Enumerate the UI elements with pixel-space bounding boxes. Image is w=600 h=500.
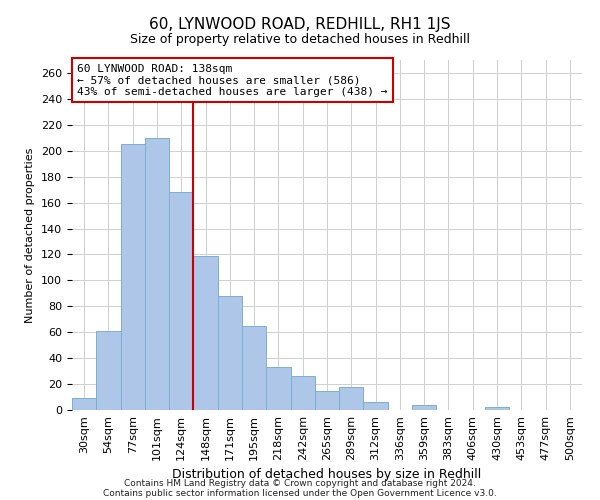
Text: 60, LYNWOOD ROAD, REDHILL, RH1 1JS: 60, LYNWOOD ROAD, REDHILL, RH1 1JS <box>149 18 451 32</box>
Text: Contains HM Land Registry data © Crown copyright and database right 2024.: Contains HM Land Registry data © Crown c… <box>124 478 476 488</box>
Y-axis label: Number of detached properties: Number of detached properties <box>25 148 35 322</box>
Bar <box>145 138 169 410</box>
Bar <box>290 376 315 410</box>
Bar <box>72 398 96 410</box>
Text: Size of property relative to detached houses in Redhill: Size of property relative to detached ho… <box>130 32 470 46</box>
Bar <box>96 331 121 410</box>
X-axis label: Distribution of detached houses by size in Redhill: Distribution of detached houses by size … <box>172 468 482 481</box>
Bar <box>169 192 193 410</box>
Bar <box>364 402 388 410</box>
Bar <box>242 326 266 410</box>
Text: Contains public sector information licensed under the Open Government Licence v3: Contains public sector information licen… <box>103 488 497 498</box>
Bar <box>339 386 364 410</box>
Bar <box>266 367 290 410</box>
Bar <box>412 405 436 410</box>
Bar <box>218 296 242 410</box>
Bar <box>121 144 145 410</box>
Text: 60 LYNWOOD ROAD: 138sqm
← 57% of detached houses are smaller (586)
43% of semi-d: 60 LYNWOOD ROAD: 138sqm ← 57% of detache… <box>77 64 388 96</box>
Bar <box>193 256 218 410</box>
Bar <box>485 408 509 410</box>
Bar <box>315 390 339 410</box>
